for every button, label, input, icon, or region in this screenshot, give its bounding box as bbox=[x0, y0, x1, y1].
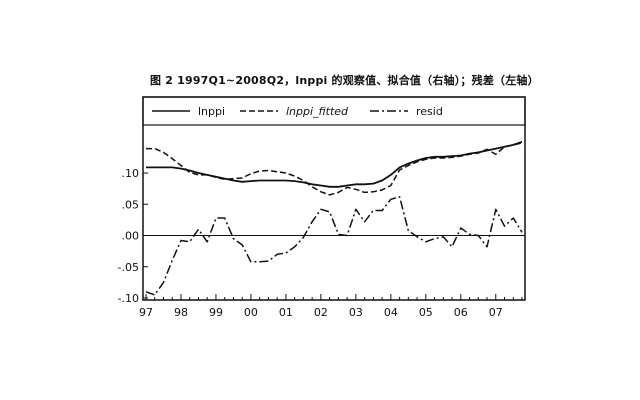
y-tick-label: -.10 bbox=[118, 292, 139, 305]
legend: lnppi lnppi_fitted resid bbox=[152, 105, 443, 118]
x-tick-label: 97 bbox=[139, 306, 153, 319]
x-tick-label: 03 bbox=[349, 306, 363, 319]
x-tick-label: 99 bbox=[209, 306, 223, 319]
legend-box bbox=[142, 96, 526, 126]
y-tick-label: .10 bbox=[122, 167, 140, 180]
x-axis: 97 98 99 00 01 02 03 04 05 06 07 bbox=[139, 294, 523, 319]
legend-label-lnppi-fitted: lnppi_fitted bbox=[286, 105, 349, 118]
x-tick-label: 98 bbox=[174, 306, 188, 319]
series-group bbox=[145, 140, 523, 296]
legend-label-lnppi: lnppi bbox=[198, 105, 225, 118]
x-tick-label: 06 bbox=[454, 306, 468, 319]
y-axis: .10 .05 .00 -.05 -.10 bbox=[118, 167, 148, 305]
series-line-lnppi bbox=[146, 140, 523, 188]
x-tick-label: 04 bbox=[384, 306, 398, 319]
x-tick-label: 07 bbox=[489, 306, 503, 319]
y-tick-label: .00 bbox=[122, 230, 140, 243]
x-tick-label: 05 bbox=[419, 306, 433, 319]
chart-title: 图 2 1997Q1~2008Q2，lnppi 的观察值、拟合值（右轴）；残差（… bbox=[150, 74, 539, 87]
x-tick-label: 01 bbox=[279, 306, 293, 319]
x-tick-label: 02 bbox=[314, 306, 328, 319]
legend-label-resid: resid bbox=[416, 105, 443, 118]
y-tick-label: -.05 bbox=[118, 261, 139, 274]
series-line-resid bbox=[145, 196, 523, 296]
plot-frame bbox=[142, 96, 526, 301]
x-tick-label: 00 bbox=[244, 306, 258, 319]
y-tick-label: .05 bbox=[122, 198, 140, 211]
series-line-lnppi-fitted bbox=[146, 142, 523, 196]
